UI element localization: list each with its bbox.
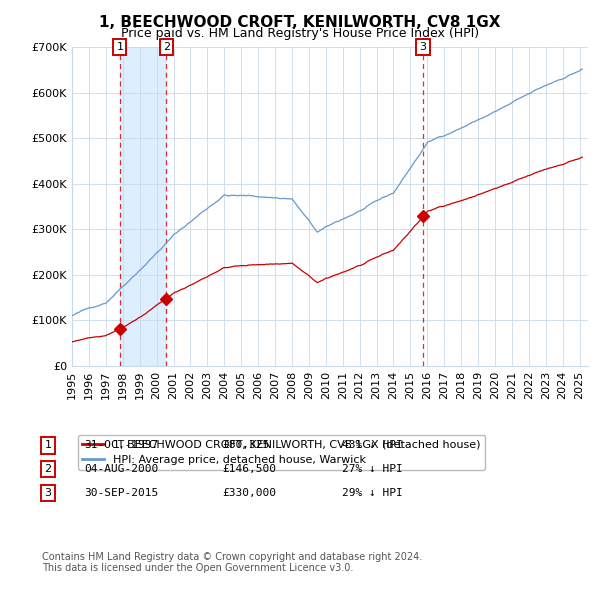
Text: 43% ↓ HPI: 43% ↓ HPI xyxy=(342,441,403,450)
Text: 27% ↓ HPI: 27% ↓ HPI xyxy=(342,464,403,474)
Text: 1, BEECHWOOD CROFT, KENILWORTH, CV8 1GX: 1, BEECHWOOD CROFT, KENILWORTH, CV8 1GX xyxy=(99,15,501,30)
Text: 2: 2 xyxy=(44,464,52,474)
Text: Price paid vs. HM Land Registry's House Price Index (HPI): Price paid vs. HM Land Registry's House … xyxy=(121,27,479,40)
Text: Contains HM Land Registry data © Crown copyright and database right 2024.: Contains HM Land Registry data © Crown c… xyxy=(42,552,422,562)
Bar xyxy=(120,47,166,366)
Text: 3: 3 xyxy=(44,488,52,497)
Text: 04-AUG-2000: 04-AUG-2000 xyxy=(84,464,158,474)
Text: 3: 3 xyxy=(419,42,427,52)
Text: 29% ↓ HPI: 29% ↓ HPI xyxy=(342,488,403,497)
Text: £330,000: £330,000 xyxy=(222,488,276,497)
Text: 30-SEP-2015: 30-SEP-2015 xyxy=(84,488,158,497)
Text: 1: 1 xyxy=(44,441,52,450)
Text: This data is licensed under the Open Government Licence v3.0.: This data is licensed under the Open Gov… xyxy=(42,563,353,573)
Legend: 1, BEECHWOOD CROFT, KENILWORTH, CV8 1GX (detached house), HPI: Average price, de: 1, BEECHWOOD CROFT, KENILWORTH, CV8 1GX … xyxy=(77,435,485,470)
Text: 2: 2 xyxy=(163,42,170,52)
Text: £80,325: £80,325 xyxy=(222,441,269,450)
Text: 31-OCT-1997: 31-OCT-1997 xyxy=(84,441,158,450)
Text: £146,500: £146,500 xyxy=(222,464,276,474)
Text: 1: 1 xyxy=(116,42,124,52)
